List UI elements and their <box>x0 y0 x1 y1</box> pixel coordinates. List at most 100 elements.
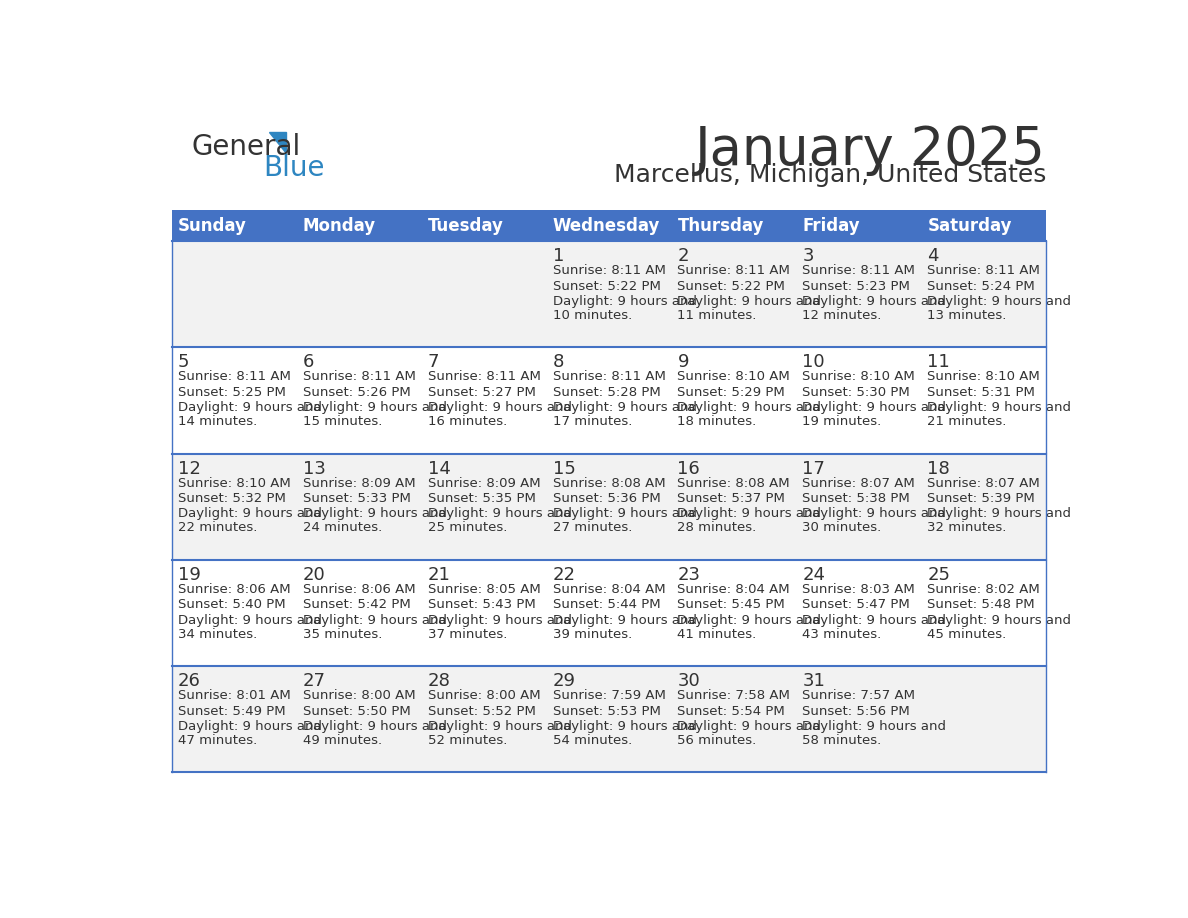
Text: Daylight: 9 hours and: Daylight: 9 hours and <box>928 508 1072 521</box>
Text: 15 minutes.: 15 minutes. <box>303 415 383 428</box>
Text: Daylight: 9 hours and: Daylight: 9 hours and <box>178 720 322 733</box>
Text: 27 minutes.: 27 minutes. <box>552 521 632 534</box>
Text: Sunset: 5:32 PM: Sunset: 5:32 PM <box>178 492 286 505</box>
Bar <box>172 666 1045 772</box>
Text: 2: 2 <box>677 247 689 265</box>
Text: Tuesday: Tuesday <box>428 217 504 235</box>
Bar <box>172 241 1045 347</box>
Text: Sunrise: 8:00 AM: Sunrise: 8:00 AM <box>428 689 541 702</box>
Text: 32 minutes.: 32 minutes. <box>928 521 1006 534</box>
Text: Sunrise: 8:11 AM: Sunrise: 8:11 AM <box>928 264 1041 277</box>
Text: Sunrise: 8:08 AM: Sunrise: 8:08 AM <box>677 476 790 489</box>
Text: 25: 25 <box>928 566 950 584</box>
Text: Sunset: 5:49 PM: Sunset: 5:49 PM <box>178 705 285 718</box>
Text: 6: 6 <box>303 353 314 372</box>
Text: Sunrise: 7:59 AM: Sunrise: 7:59 AM <box>552 689 665 702</box>
Text: Daylight: 9 hours and: Daylight: 9 hours and <box>928 614 1072 627</box>
Text: Sunrise: 8:02 AM: Sunrise: 8:02 AM <box>928 583 1040 596</box>
Text: Daylight: 9 hours and: Daylight: 9 hours and <box>802 295 947 308</box>
Text: 15: 15 <box>552 460 575 477</box>
Text: 18: 18 <box>928 460 950 477</box>
Text: 26: 26 <box>178 672 201 690</box>
Text: 24 minutes.: 24 minutes. <box>303 521 383 534</box>
Text: Sunset: 5:52 PM: Sunset: 5:52 PM <box>428 705 536 718</box>
Text: 28 minutes.: 28 minutes. <box>677 521 757 534</box>
Text: Daylight: 9 hours and: Daylight: 9 hours and <box>428 508 571 521</box>
Text: 11 minutes.: 11 minutes. <box>677 308 757 322</box>
Text: Sunrise: 8:09 AM: Sunrise: 8:09 AM <box>303 476 416 489</box>
Text: Daylight: 9 hours and: Daylight: 9 hours and <box>677 401 821 414</box>
Text: Sunrise: 8:11 AM: Sunrise: 8:11 AM <box>677 264 790 277</box>
Bar <box>172 210 1045 241</box>
Text: Sunrise: 7:57 AM: Sunrise: 7:57 AM <box>802 689 916 702</box>
Text: Daylight: 9 hours and: Daylight: 9 hours and <box>428 614 571 627</box>
Text: Daylight: 9 hours and: Daylight: 9 hours and <box>677 508 821 521</box>
Text: 45 minutes.: 45 minutes. <box>928 628 1006 641</box>
Text: Sunrise: 8:07 AM: Sunrise: 8:07 AM <box>928 476 1040 489</box>
Text: Sunset: 5:30 PM: Sunset: 5:30 PM <box>802 386 910 398</box>
Text: Sunset: 5:29 PM: Sunset: 5:29 PM <box>677 386 785 398</box>
Text: Thursday: Thursday <box>677 217 764 235</box>
Polygon shape <box>268 131 286 153</box>
Text: Daylight: 9 hours and: Daylight: 9 hours and <box>802 508 947 521</box>
Text: Sunset: 5:48 PM: Sunset: 5:48 PM <box>928 599 1035 611</box>
Text: Daylight: 9 hours and: Daylight: 9 hours and <box>178 614 322 627</box>
Text: Daylight: 9 hours and: Daylight: 9 hours and <box>928 295 1072 308</box>
Text: Sunset: 5:38 PM: Sunset: 5:38 PM <box>802 492 910 505</box>
Text: 9: 9 <box>677 353 689 372</box>
Text: 31: 31 <box>802 672 826 690</box>
Text: Sunset: 5:22 PM: Sunset: 5:22 PM <box>677 280 785 293</box>
Text: Sunrise: 8:03 AM: Sunrise: 8:03 AM <box>802 583 915 596</box>
Text: Sunset: 5:50 PM: Sunset: 5:50 PM <box>303 705 411 718</box>
Text: Sunrise: 8:06 AM: Sunrise: 8:06 AM <box>303 583 416 596</box>
Text: Sunset: 5:40 PM: Sunset: 5:40 PM <box>178 599 285 611</box>
Text: Daylight: 9 hours and: Daylight: 9 hours and <box>552 720 696 733</box>
Text: 34 minutes.: 34 minutes. <box>178 628 257 641</box>
Text: 3: 3 <box>802 247 814 265</box>
Text: 1: 1 <box>552 247 564 265</box>
Text: Daylight: 9 hours and: Daylight: 9 hours and <box>552 614 696 627</box>
Text: 18 minutes.: 18 minutes. <box>677 415 757 428</box>
Text: 28: 28 <box>428 672 450 690</box>
Text: 22: 22 <box>552 566 576 584</box>
Text: Friday: Friday <box>802 217 860 235</box>
Text: Sunset: 5:25 PM: Sunset: 5:25 PM <box>178 386 286 398</box>
Text: General: General <box>191 133 301 162</box>
Text: Marcellus, Michigan, United States: Marcellus, Michigan, United States <box>613 162 1045 186</box>
Text: 19: 19 <box>178 566 201 584</box>
Text: Wednesday: Wednesday <box>552 217 661 235</box>
Text: 24: 24 <box>802 566 826 584</box>
Text: 7: 7 <box>428 353 440 372</box>
Text: Sunrise: 8:11 AM: Sunrise: 8:11 AM <box>303 371 416 384</box>
Text: Sunset: 5:54 PM: Sunset: 5:54 PM <box>677 705 785 718</box>
Text: Sunset: 5:44 PM: Sunset: 5:44 PM <box>552 599 661 611</box>
Text: Sunset: 5:22 PM: Sunset: 5:22 PM <box>552 280 661 293</box>
Text: Sunrise: 7:58 AM: Sunrise: 7:58 AM <box>677 689 790 702</box>
Text: Daylight: 9 hours and: Daylight: 9 hours and <box>802 401 947 414</box>
Text: 16: 16 <box>677 460 700 477</box>
Text: 13: 13 <box>303 460 326 477</box>
Text: Sunrise: 8:11 AM: Sunrise: 8:11 AM <box>802 264 915 277</box>
Text: 41 minutes.: 41 minutes. <box>677 628 757 641</box>
Text: Sunrise: 8:04 AM: Sunrise: 8:04 AM <box>677 583 790 596</box>
Text: Sunrise: 8:11 AM: Sunrise: 8:11 AM <box>178 371 291 384</box>
Text: Daylight: 9 hours and: Daylight: 9 hours and <box>303 401 447 414</box>
Text: 22 minutes.: 22 minutes. <box>178 521 258 534</box>
Text: Daylight: 9 hours and: Daylight: 9 hours and <box>178 508 322 521</box>
Text: Sunset: 5:53 PM: Sunset: 5:53 PM <box>552 705 661 718</box>
Text: Sunrise: 8:08 AM: Sunrise: 8:08 AM <box>552 476 665 489</box>
Text: Sunset: 5:28 PM: Sunset: 5:28 PM <box>552 386 661 398</box>
Text: Daylight: 9 hours and: Daylight: 9 hours and <box>303 614 447 627</box>
Text: Daylight: 9 hours and: Daylight: 9 hours and <box>428 720 571 733</box>
Text: Daylight: 9 hours and: Daylight: 9 hours and <box>303 508 447 521</box>
Text: Blue: Blue <box>264 154 324 182</box>
Text: Daylight: 9 hours and: Daylight: 9 hours and <box>677 614 821 627</box>
Text: 27: 27 <box>303 672 326 690</box>
Text: Sunset: 5:37 PM: Sunset: 5:37 PM <box>677 492 785 505</box>
Text: 30 minutes.: 30 minutes. <box>802 521 881 534</box>
Text: 8: 8 <box>552 353 564 372</box>
Text: Daylight: 9 hours and: Daylight: 9 hours and <box>677 720 821 733</box>
Text: Sunrise: 8:04 AM: Sunrise: 8:04 AM <box>552 583 665 596</box>
Text: Sunset: 5:31 PM: Sunset: 5:31 PM <box>928 386 1035 398</box>
Text: Daylight: 9 hours and: Daylight: 9 hours and <box>303 720 447 733</box>
